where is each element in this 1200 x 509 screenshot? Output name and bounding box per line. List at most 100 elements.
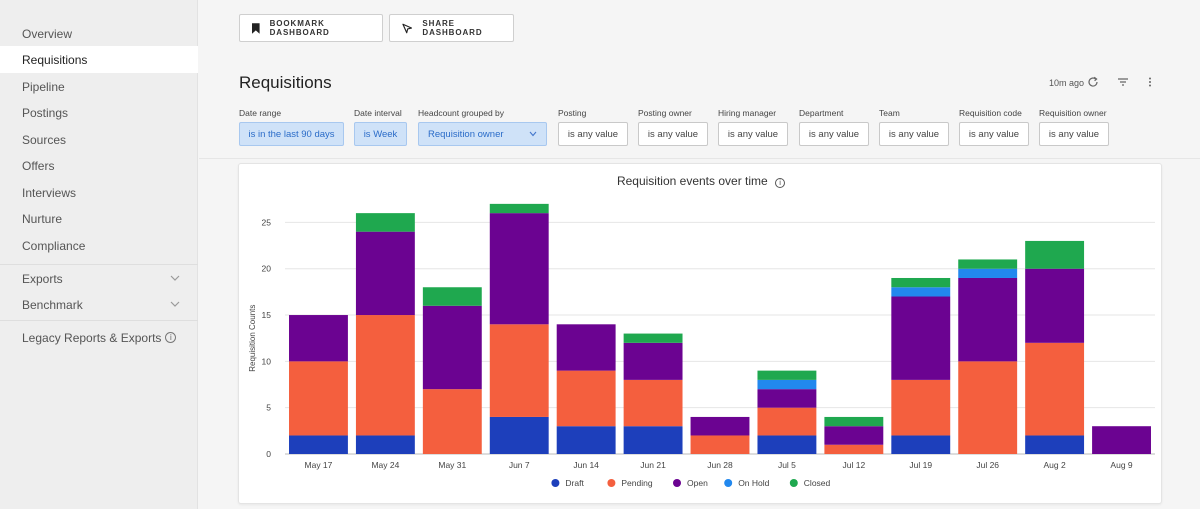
filter-headcount-grouped-by-value: Requisition owner [428, 128, 504, 140]
filter-icon[interactable] [1117, 76, 1129, 88]
filter-team[interactable]: is any value [879, 122, 949, 146]
filter-label-date-range: Date range [239, 108, 282, 118]
bar-segment [623, 426, 683, 454]
bar-segment [289, 361, 348, 436]
filter-hiring-manager[interactable]: is any value [718, 122, 788, 146]
share-dashboard-label: SHARE DASHBOARD [422, 19, 483, 37]
legend-marker [607, 479, 616, 487]
legend-label: On Hold [738, 478, 769, 488]
bar-segment [422, 287, 482, 306]
sidebar-item-benchmark[interactable]: Benchmark [0, 291, 198, 318]
y-tick-label: 10 [262, 356, 272, 366]
y-tick-label: 20 [262, 264, 272, 274]
filter-label-posting: Posting [558, 108, 587, 118]
chevron-down-icon [529, 131, 537, 137]
bar-segment [757, 435, 817, 454]
sidebar-item-compliance[interactable]: Compliance [22, 238, 86, 253]
sidebar: Overview Requisitions Pipeline Postings … [0, 0, 198, 509]
filter-requisition-code[interactable]: is any value [959, 122, 1029, 146]
bar-segment [757, 370, 817, 380]
sidebar-item-overview[interactable]: Overview [22, 26, 73, 41]
bar-segment [422, 305, 482, 390]
filter-label-headcount-grouped-by: Headcount grouped by [418, 108, 505, 118]
bar-segment [891, 277, 951, 288]
more-vertical-icon[interactable] [1144, 76, 1156, 88]
y-tick-label: 25 [262, 217, 272, 227]
sidebar-item-sources[interactable]: Sources [22, 132, 67, 147]
bar-segment [958, 361, 1018, 454]
bar-segment [958, 259, 1018, 269]
bookmark-dashboard-button[interactable]: BOOKMARK DASHBOARD [239, 14, 383, 42]
filter-requisition-owner[interactable]: is any value [1039, 122, 1109, 146]
bar-segment [489, 213, 549, 325]
bar-segment [1025, 342, 1085, 436]
sidebar-divider [0, 264, 198, 265]
sidebar-item-label: Exports [22, 271, 63, 286]
y-tick-label: 0 [266, 449, 271, 459]
x-tick-label: Jun 21 [640, 460, 666, 470]
bar-segment [355, 315, 415, 436]
filter-date-range[interactable]: is in the last 90 days [239, 122, 344, 146]
refresh-icon[interactable] [1087, 76, 1099, 88]
legend-label: Closed [804, 478, 831, 488]
chart-card: 0 5 10 15 20 25 Requisition Counts May 17 May 24… [238, 163, 1162, 504]
bar-segment [623, 379, 683, 427]
sidebar-item-postings[interactable]: Postings [22, 105, 69, 120]
filter-label-department: Department [799, 108, 844, 118]
filter-date-interval[interactable]: is Week [354, 122, 407, 146]
bar-segment [355, 231, 415, 316]
x-tick-label: Jul 5 [778, 460, 796, 470]
filter-label-requisition-owner: Requisition owner [1039, 108, 1107, 118]
x-tick-label: Jul 12 [843, 460, 866, 470]
bar-segment [891, 287, 951, 297]
filter-headcount-grouped-by[interactable]: Requisition owner [418, 122, 547, 146]
info-icon: i [165, 332, 177, 343]
x-tick-label: May 17 [305, 460, 333, 470]
sidebar-item-offers[interactable]: Offers [22, 158, 55, 173]
filter-label-requisition-code: Requisition code [959, 108, 1022, 118]
x-tick-label: May 24 [371, 460, 399, 470]
bar-segment [690, 435, 750, 454]
last-updated-text: 10m ago [1049, 78, 1085, 88]
cursor-arrow-icon [402, 23, 413, 33]
filter-posting[interactable]: is any value [558, 122, 628, 146]
bar-segment [891, 296, 951, 380]
sidebar-item-legacy-reports[interactable]: Legacy Reports & Exports i [0, 324, 198, 351]
sidebar-item-interviews[interactable]: Interviews [22, 185, 77, 200]
filter-posting-owner[interactable]: is any value [638, 122, 708, 146]
bar-segment [623, 333, 683, 343]
sidebar-item-requisitions[interactable]: Requisitions [0, 46, 198, 73]
chevron-down-icon [170, 301, 180, 307]
bar-segment [422, 389, 482, 454]
x-tick-label: Jul 19 [909, 460, 932, 470]
filter-label-team: Team [879, 108, 900, 118]
bar-segment [824, 444, 884, 454]
sidebar-item-nurture[interactable]: Nurture [22, 211, 63, 226]
share-dashboard-button[interactable]: SHARE DASHBOARD [389, 14, 514, 42]
bar-segment [757, 379, 817, 390]
info-icon[interactable]: i [775, 178, 786, 188]
bar-segment [355, 435, 415, 454]
header-divider [199, 158, 1200, 159]
bar-segment [757, 389, 817, 408]
y-tick-label: 5 [266, 403, 271, 413]
filter-label-date-interval: Date interval [354, 108, 402, 118]
x-tick-label: Jul 26 [976, 460, 999, 470]
bar-segment [489, 324, 549, 417]
filter-label-posting-owner: Posting owner [638, 108, 692, 118]
bar-segment [1025, 435, 1085, 454]
bar-segment [489, 203, 549, 214]
bookmark-icon [252, 22, 260, 34]
sidebar-item-pipeline[interactable]: Pipeline [22, 79, 65, 94]
bookmark-dashboard-label: BOOKMARK DASHBOARD [269, 19, 330, 37]
bar-segment [289, 435, 348, 454]
bar-segment [489, 416, 549, 454]
filter-department[interactable]: is any value [799, 122, 869, 146]
sidebar-item-exports[interactable]: Exports [0, 265, 198, 292]
y-tick-label: 15 [262, 310, 272, 320]
chevron-down-icon [170, 275, 180, 281]
sidebar-item-label: Legacy Reports & Exports [22, 330, 162, 345]
bar-segment [958, 268, 1018, 278]
bar-segment [556, 370, 616, 427]
legend-marker [673, 479, 681, 487]
